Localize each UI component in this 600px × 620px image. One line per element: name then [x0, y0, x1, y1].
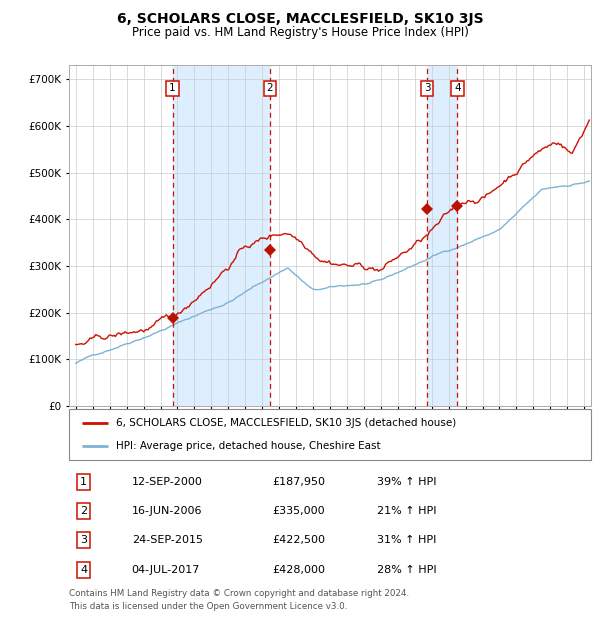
- Text: £187,950: £187,950: [272, 477, 326, 487]
- Text: 4: 4: [454, 84, 461, 94]
- Text: 39% ↑ HPI: 39% ↑ HPI: [377, 477, 436, 487]
- Text: 24-SEP-2015: 24-SEP-2015: [131, 535, 203, 545]
- Text: This data is licensed under the Open Government Licence v3.0.: This data is licensed under the Open Gov…: [69, 602, 347, 611]
- Bar: [427, 65, 457, 406]
- Text: HPI: Average price, detached house, Cheshire East: HPI: Average price, detached house, Ches…: [116, 441, 380, 451]
- Text: £428,000: £428,000: [272, 565, 326, 575]
- Text: 6, SCHOLARS CLOSE, MACCLESFIELD, SK10 3JS: 6, SCHOLARS CLOSE, MACCLESFIELD, SK10 3J…: [116, 12, 484, 27]
- Text: 04-JUL-2017: 04-JUL-2017: [131, 565, 200, 575]
- Bar: [173, 65, 270, 406]
- Text: 6, SCHOLARS CLOSE, MACCLESFIELD, SK10 3JS (detached house): 6, SCHOLARS CLOSE, MACCLESFIELD, SK10 3J…: [116, 418, 456, 428]
- Text: 2: 2: [266, 84, 274, 94]
- Text: 21% ↑ HPI: 21% ↑ HPI: [377, 506, 436, 516]
- Text: 28% ↑ HPI: 28% ↑ HPI: [377, 565, 437, 575]
- Text: Contains HM Land Registry data © Crown copyright and database right 2024.: Contains HM Land Registry data © Crown c…: [69, 590, 409, 598]
- Text: 31% ↑ HPI: 31% ↑ HPI: [377, 535, 436, 545]
- Text: 3: 3: [80, 535, 87, 545]
- Text: 1: 1: [169, 84, 176, 94]
- Text: 3: 3: [424, 84, 430, 94]
- Text: Price paid vs. HM Land Registry's House Price Index (HPI): Price paid vs. HM Land Registry's House …: [131, 26, 469, 39]
- Text: £335,000: £335,000: [272, 506, 325, 516]
- Text: £422,500: £422,500: [272, 535, 326, 545]
- Text: 1: 1: [80, 477, 87, 487]
- FancyBboxPatch shape: [69, 409, 591, 460]
- Text: 2: 2: [80, 506, 87, 516]
- Text: 4: 4: [80, 565, 87, 575]
- Text: 16-JUN-2006: 16-JUN-2006: [131, 506, 202, 516]
- Text: 12-SEP-2000: 12-SEP-2000: [131, 477, 203, 487]
